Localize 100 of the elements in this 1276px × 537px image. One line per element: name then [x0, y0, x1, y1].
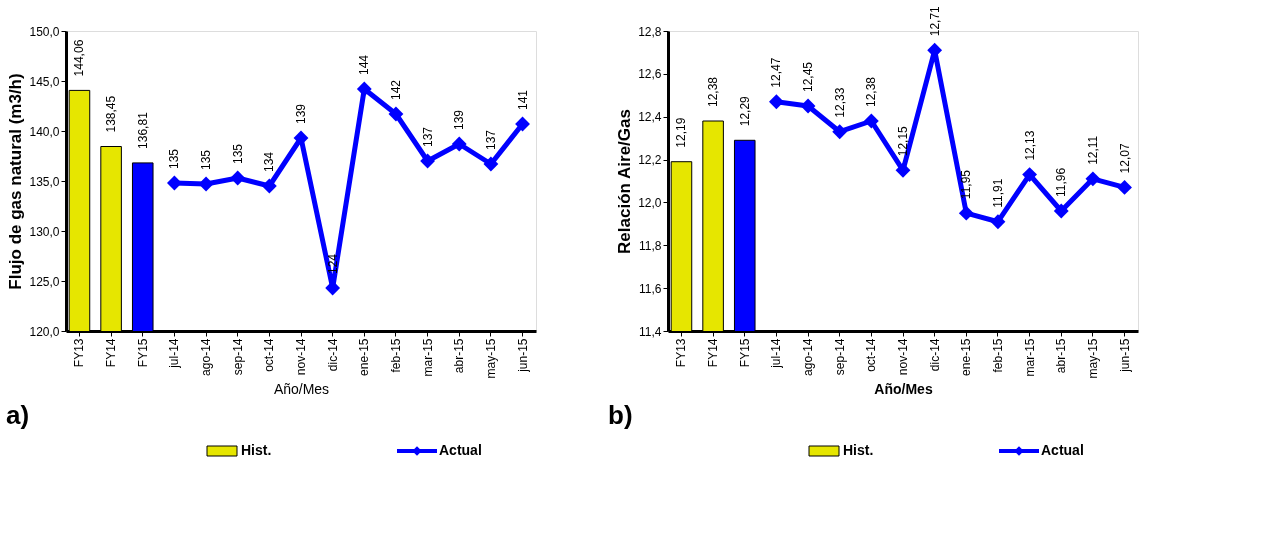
- y-tick-label: 140,0: [29, 124, 60, 139]
- data-label: 12,47: [769, 57, 784, 88]
- x-tick-label: abr-15: [452, 338, 467, 374]
- y-tick-label: 130,0: [29, 224, 60, 239]
- legend-label: Actual: [1041, 442, 1084, 458]
- x-tick-label: oct-14: [262, 338, 277, 372]
- y-tick-label: 11,8: [639, 238, 662, 253]
- data-label: 139: [294, 103, 308, 124]
- x-tick-label: FY14: [706, 338, 721, 368]
- x-tick-label: abr-15: [1054, 338, 1069, 374]
- data-label: 11,95: [959, 169, 974, 200]
- x-tick-label: jun-15: [1117, 338, 1132, 373]
- y-axis-title: Flujo de gas natural (m3/h): [6, 73, 26, 290]
- data-label: 12,71: [927, 5, 942, 37]
- x-tick-label: jul-14: [769, 338, 784, 369]
- data-label: 138,45: [104, 95, 119, 133]
- y-tick-label: 12,8: [638, 24, 662, 39]
- x-tick-label: nov-14: [294, 338, 308, 376]
- x-tick-label: jun-15: [515, 338, 530, 373]
- y-tick-label: 120,0: [29, 324, 60, 339]
- x-tick-label: sep-14: [230, 338, 245, 376]
- data-label: 12,19: [674, 117, 689, 148]
- point: [483, 156, 499, 172]
- x-tick-label: may-15: [483, 338, 498, 379]
- data-label: 134: [262, 151, 277, 172]
- data-label: 142: [388, 79, 403, 100]
- text: a): [6, 400, 30, 430]
- x-axis-title: Año/Mes: [874, 380, 933, 397]
- y-axis-title: Relación Aire/Gas: [615, 109, 635, 254]
- data-label: 11,91: [990, 178, 1005, 208]
- point: [800, 98, 816, 114]
- point: [863, 113, 879, 129]
- y-tick-label: 145,0: [29, 74, 60, 89]
- data-label: 135: [199, 149, 214, 170]
- point: [198, 176, 214, 192]
- x-tick-label: FY14: [104, 338, 119, 368]
- point: [768, 94, 784, 110]
- x-tick-label: FY13: [674, 338, 689, 368]
- point: [990, 214, 1006, 230]
- x-tick-label: FY13: [72, 338, 87, 368]
- point: [1085, 171, 1101, 187]
- y-tick-label: 12,0: [638, 195, 662, 210]
- data-label: 12,38: [706, 76, 721, 107]
- point: [420, 153, 436, 169]
- y-tick-label: 150,0: [29, 24, 60, 39]
- point: [1053, 203, 1069, 219]
- data-label: 12,45: [801, 61, 816, 92]
- x-tick-label: nov-14: [896, 338, 910, 376]
- data-label: 139: [452, 109, 467, 130]
- x-tick-label: oct-14: [864, 338, 879, 372]
- data-label: 137: [483, 129, 498, 150]
- y-tick-label: 12,2: [638, 153, 662, 168]
- legend-label: Hist.: [241, 442, 272, 458]
- x-tick-label: may-15: [1085, 338, 1100, 379]
- point: [832, 124, 848, 140]
- data-label: 135: [167, 148, 182, 169]
- legend-label: Actual: [439, 442, 482, 458]
- point: [1022, 167, 1038, 182]
- point: [230, 170, 246, 186]
- y-tick-label: 135,0: [29, 174, 60, 189]
- x-tick-label: feb-15: [388, 338, 403, 373]
- x-tick-label: jul-14: [167, 338, 182, 369]
- point: [261, 178, 277, 194]
- x-tick-label: FY15: [737, 338, 752, 368]
- x-axis-title: Año/Mes: [273, 380, 330, 397]
- data-label: 12,29: [737, 95, 752, 127]
- data-label: 136,81: [135, 111, 150, 149]
- point: [1117, 180, 1132, 195]
- data-label: 144: [357, 54, 372, 75]
- data-label: 12,38: [864, 76, 879, 107]
- data-label: 135: [230, 143, 245, 164]
- text: b): [608, 400, 633, 430]
- data-label: 137: [420, 126, 435, 147]
- data-label: 12,11: [1085, 135, 1100, 165]
- x-tick-label: ene-15: [959, 338, 974, 376]
- y-tick-label: 12,6: [638, 67, 662, 82]
- point: [895, 162, 911, 178]
- y-tick-label: 125,0: [29, 274, 60, 289]
- y-tick-label: 11,6: [639, 281, 662, 296]
- data-label: 144,06: [72, 39, 87, 77]
- legend-label: Hist.: [843, 442, 874, 458]
- data-label: 141: [515, 89, 530, 110]
- x-tick-label: feb-15: [990, 338, 1005, 373]
- x-tick-label: ago-14: [199, 338, 214, 376]
- data-label: 12,13: [1022, 130, 1037, 161]
- x-tick-label: mar-15: [420, 338, 435, 377]
- x-tick-label: dic-14: [325, 338, 340, 372]
- x-tick-label: ene-15: [357, 338, 372, 376]
- y-tick-label: 11,4: [639, 324, 662, 339]
- data-label: 12,15: [896, 125, 910, 157]
- data-label: 12,33: [832, 87, 847, 118]
- data-label: 12,07: [1117, 143, 1132, 174]
- data-label: 124: [325, 253, 340, 274]
- point: [451, 136, 467, 152]
- x-tick-label: FY15: [135, 338, 150, 368]
- point: [166, 175, 182, 191]
- point: [388, 106, 404, 122]
- x-tick-label: mar-15: [1022, 338, 1037, 377]
- x-tick-label: sep-14: [832, 338, 847, 376]
- x-tick-label: ago-14: [801, 338, 816, 376]
